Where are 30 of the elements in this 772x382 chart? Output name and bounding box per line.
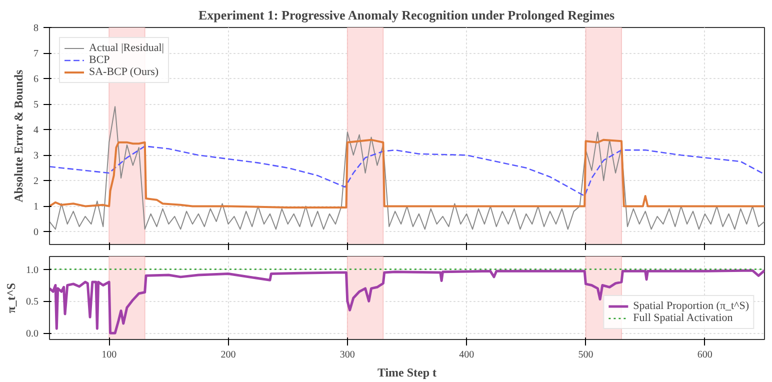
y-axis-title: π_t^S bbox=[4, 282, 18, 314]
y-tick-label: 6 bbox=[34, 74, 38, 86]
line-series bbox=[50, 146, 764, 197]
y-tick-label: 4 bbox=[34, 125, 38, 136]
x-tick-label: 300 bbox=[340, 350, 355, 360]
x-tick-label: 500 bbox=[578, 350, 594, 360]
legend-label: Spatial Proportion (π_t^S) bbox=[633, 300, 749, 312]
y-tick-label: 0.5 bbox=[26, 296, 38, 308]
x-tick-label: 400 bbox=[459, 350, 474, 360]
y-tick-label: 1 bbox=[34, 202, 38, 213]
line-series bbox=[50, 138, 764, 208]
y-tick-label: 8 bbox=[34, 23, 38, 34]
chart-title: Experiment 1: Progressive Anomaly Recognition under Prolonged Regimes bbox=[198, 8, 615, 22]
y-axis-title: Absolute Error & Bounds bbox=[12, 69, 26, 202]
y-tick-label: 1.0 bbox=[26, 264, 38, 276]
y-tick-label: 3 bbox=[34, 150, 38, 162]
y-tick-label: 7 bbox=[34, 48, 38, 60]
line-series bbox=[50, 106, 764, 230]
x-tick-label: 100 bbox=[102, 350, 117, 360]
legend-label: Actual |Residual| bbox=[89, 42, 164, 54]
legend-label: BCP bbox=[89, 54, 110, 66]
y-tick-label: 0.0 bbox=[26, 328, 38, 340]
x-tick-label: 600 bbox=[697, 350, 712, 360]
y-tick-label: 2 bbox=[34, 176, 38, 188]
x-axis-title: Time Step t bbox=[377, 366, 437, 380]
y-tick-label: 0 bbox=[34, 227, 38, 238]
legend-label: Full Spatial Activation bbox=[633, 312, 733, 324]
legend-label: SA-BCP (Ours) bbox=[89, 66, 159, 78]
y-tick-label: 5 bbox=[34, 100, 38, 111]
x-tick-label: 200 bbox=[220, 350, 236, 360]
